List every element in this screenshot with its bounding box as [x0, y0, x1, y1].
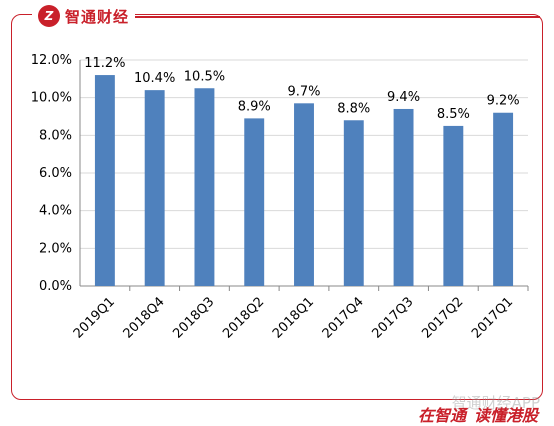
bar [294, 103, 314, 286]
x-tick-label: 2017Q1 [469, 294, 516, 341]
brand-header: Z 智通财经 [32, 4, 136, 28]
y-tick-label: 0.0% [39, 279, 72, 294]
x-tick-label: 2017Q3 [370, 294, 417, 341]
bar [493, 112, 514, 286]
x-tick-label: 2018Q3 [170, 294, 217, 341]
data-label: 9.2% [487, 94, 520, 109]
x-tick-label: 2018Q4 [121, 294, 168, 341]
y-tick-label: 2.0% [39, 241, 72, 256]
logo-icon: Z [38, 5, 60, 27]
data-label: 8.9% [238, 99, 271, 114]
data-label: 9.7% [287, 84, 320, 99]
x-tick-label: 2018Q1 [270, 294, 317, 341]
y-tick-label: 8.0% [39, 128, 72, 143]
header-divider [130, 16, 540, 18]
brand-name: 智通财经 [65, 7, 130, 26]
x-tick-label: 2018Q2 [220, 294, 267, 341]
bar [94, 75, 115, 286]
x-tick-label: 2019Q1 [71, 294, 118, 341]
data-label: 8.5% [437, 107, 470, 122]
footer-slogan: 在智通 读懂港股 [418, 402, 538, 426]
data-label: 10.4% [134, 71, 175, 86]
bar [343, 120, 364, 287]
bar [144, 90, 165, 286]
data-label: 9.4% [387, 90, 420, 105]
bar [244, 118, 265, 286]
data-label: 11.2% [84, 56, 125, 71]
y-tick-label: 6.0% [39, 166, 72, 181]
data-label: 10.5% [184, 69, 225, 84]
x-tick-label: 2017Q4 [320, 294, 367, 341]
y-tick-label: 4.0% [39, 204, 72, 219]
chart-frame [11, 14, 543, 400]
x-tick-label: 2017Q2 [419, 294, 466, 341]
bar [393, 108, 414, 286]
y-tick-label: 10.0% [31, 91, 72, 106]
data-label: 8.8% [337, 101, 370, 116]
watermark-text: 智通财经APP [451, 394, 540, 412]
bar [194, 88, 215, 286]
bar [443, 125, 464, 287]
slogan-part-2: 读懂港股 [473, 406, 538, 425]
slogan-part-1: 在智通 [417, 406, 466, 425]
y-tick-label: 12.0% [31, 53, 72, 68]
